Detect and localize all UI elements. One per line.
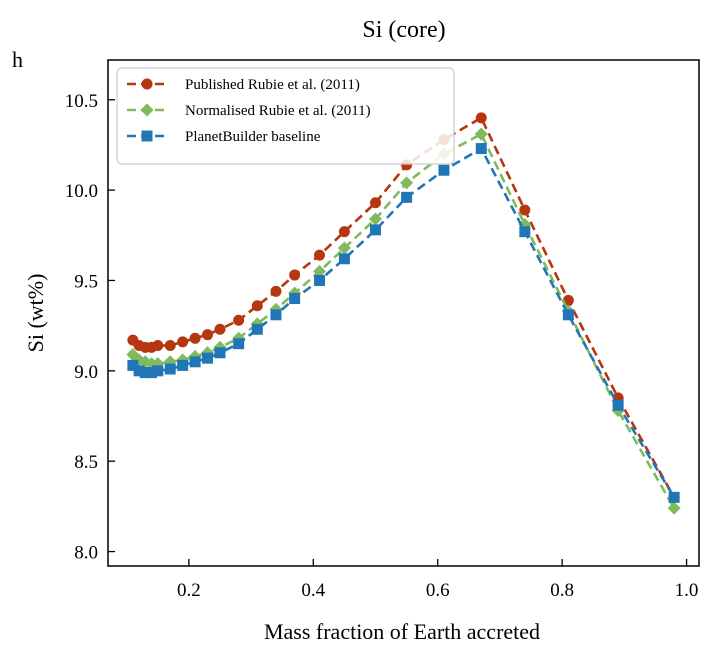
- legend-marker: [141, 78, 153, 90]
- series-1-point: [251, 300, 263, 312]
- series-3-point: [401, 191, 413, 203]
- legend-label: Normalised Rubie et al. (2011): [185, 103, 371, 119]
- x-tick-label: 0.2: [177, 580, 201, 601]
- series-3-point: [202, 352, 214, 364]
- series-1-point: [519, 204, 531, 216]
- series-1-point: [270, 285, 282, 297]
- series-3-point: [251, 323, 263, 335]
- series-3-point: [370, 224, 382, 236]
- series-3-point: [519, 226, 531, 238]
- series-3-point: [438, 164, 450, 176]
- plot-frame: [107, 59, 700, 567]
- legend: Published Rubie et al. (2011) Normalised …: [116, 67, 455, 165]
- series-3-point: [177, 359, 189, 371]
- x-tick-label: 0.6: [426, 580, 450, 601]
- axis-ticks: 0.2 0.4 0.6 0.8 1.0 8.0 8.5 9.0 9.5 10.0 10.5: [65, 91, 699, 601]
- y-tick-label: 10.0: [65, 181, 98, 202]
- series-1-point: [233, 314, 245, 326]
- y-tick-label: 8.5: [74, 452, 98, 473]
- y-axis-label: Si (wt%): [23, 274, 48, 353]
- series-2-point: [337, 241, 351, 255]
- series-3-point: [214, 347, 226, 359]
- legend-entry-3: PlanetBuilder baseline: [127, 129, 321, 145]
- x-axis-label: Mass fraction of Earth accreted: [264, 619, 540, 644]
- series-2: [126, 127, 681, 515]
- y-tick-label: 8.0: [74, 543, 98, 564]
- series-1-point: [152, 340, 164, 352]
- series-3-point: [152, 365, 164, 377]
- series-3-point: [146, 367, 158, 379]
- y-tick-label: 9.5: [74, 271, 98, 292]
- chart-title: Si (core): [362, 17, 445, 43]
- y-tick-label: 9.0: [74, 362, 98, 383]
- series-3-point: [612, 399, 624, 411]
- y-tick-label: 10.5: [65, 91, 98, 112]
- series-3-point: [127, 359, 139, 371]
- x-tick-label: 0.8: [550, 580, 574, 601]
- series-1-point: [177, 336, 189, 348]
- series-2-point: [313, 264, 327, 278]
- series-1-point: [189, 332, 201, 344]
- plot-area: [126, 112, 681, 515]
- series-2-point: [400, 176, 414, 190]
- series-3-point: [475, 143, 487, 155]
- legend-label: Published Rubie et al. (2011): [185, 77, 360, 93]
- series-3-point: [133, 365, 145, 377]
- series-2-line: [132, 132, 676, 509]
- series-3-point: [270, 309, 282, 321]
- series-1-point: [289, 269, 301, 281]
- series-1-point: [370, 197, 382, 209]
- series-3-point: [164, 363, 176, 375]
- series-2-point: [667, 501, 681, 515]
- series-1-point: [338, 226, 350, 238]
- legend-entry-2: Normalised Rubie et al. (2011): [127, 103, 371, 119]
- series-3-point: [233, 338, 245, 350]
- series-3-point: [289, 293, 301, 305]
- legend-box: [116, 67, 455, 165]
- legend-entry-1: Published Rubie et al. (2011): [127, 77, 360, 93]
- series-3-point: [562, 309, 574, 321]
- series-3-point: [189, 356, 201, 368]
- series-1-point: [475, 112, 487, 124]
- series-3: [127, 143, 680, 503]
- series-3-line: [132, 146, 676, 499]
- series-1: [127, 112, 680, 503]
- panel-label: h: [12, 47, 23, 72]
- series-1-point: [314, 249, 326, 261]
- series-2-point: [369, 212, 383, 226]
- legend-marker: [140, 103, 154, 117]
- series-1-point: [164, 340, 176, 352]
- series-1-line: [132, 115, 676, 498]
- x-tick-label: 0.4: [301, 580, 325, 601]
- series-2-point: [474, 127, 488, 141]
- x-tick-label: 1.0: [675, 580, 699, 601]
- series-3-point: [338, 253, 350, 265]
- series-3-point: [668, 491, 680, 503]
- series-1-point: [202, 329, 214, 341]
- legend-label: PlanetBuilder baseline: [185, 129, 321, 145]
- series-1-point: [214, 323, 226, 335]
- series-3-point: [314, 274, 326, 286]
- series-3-point: [139, 367, 151, 379]
- legend-marker: [141, 130, 153, 142]
